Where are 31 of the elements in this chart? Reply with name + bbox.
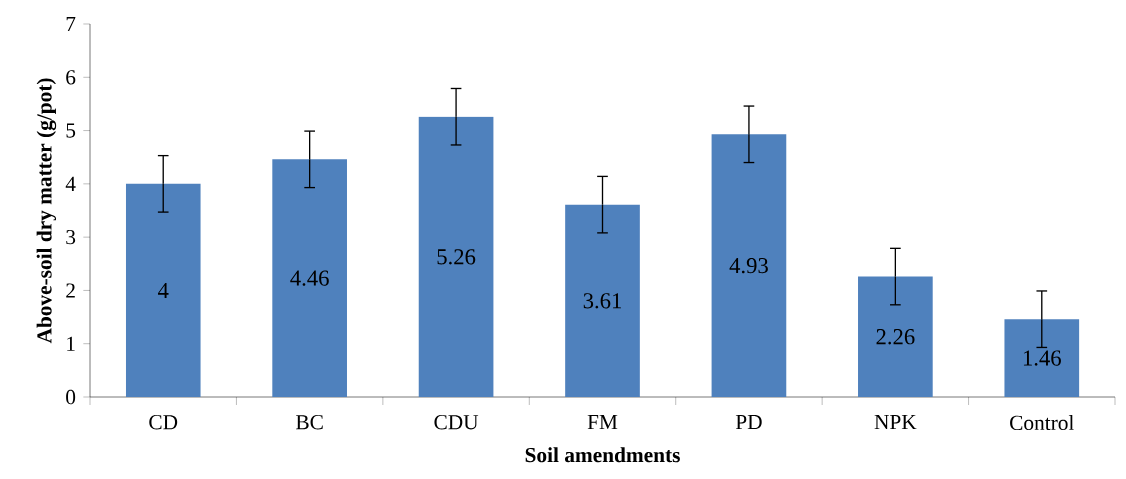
bar xyxy=(272,159,347,397)
y-tick-label: 4 xyxy=(65,176,76,191)
y-tick-label: 1 xyxy=(67,336,75,351)
data-label: 5.26 xyxy=(437,249,476,265)
data-label: 2.26 xyxy=(876,329,915,345)
bar xyxy=(418,116,494,397)
x-tick-label: PD xyxy=(735,415,762,430)
bar xyxy=(858,276,933,397)
bar xyxy=(1004,319,1080,397)
y-tick-label: 7 xyxy=(66,17,76,31)
data-label: 4.46 xyxy=(290,270,329,286)
data-label: 3.61 xyxy=(583,293,621,309)
y-tick-label: 3 xyxy=(66,229,76,245)
bar xyxy=(565,204,640,397)
data-label: 4 xyxy=(157,282,169,298)
x-tick-label: CDU xyxy=(434,415,479,430)
y-tick-label: 6 xyxy=(66,70,76,85)
y-tick-label: 5 xyxy=(66,123,76,138)
y-tick-label: 2 xyxy=(66,283,75,298)
data-label: 1.46 xyxy=(1023,350,1061,366)
x-tick-label: NPK xyxy=(874,415,917,430)
x-tick-label: BC xyxy=(296,415,323,430)
bar xyxy=(125,183,201,397)
bar xyxy=(711,134,787,397)
data-label: 4.93 xyxy=(729,257,768,274)
x-axis-title: Soil amendments xyxy=(525,447,680,463)
y-tick-label: 0 xyxy=(66,389,76,405)
x-tick-label: CD xyxy=(149,415,178,430)
y-axis-title: Above-soil dry matter (g/pot) xyxy=(36,78,57,344)
x-tick-label: Control xyxy=(1010,415,1074,431)
x-tick-label: FM xyxy=(587,415,618,430)
